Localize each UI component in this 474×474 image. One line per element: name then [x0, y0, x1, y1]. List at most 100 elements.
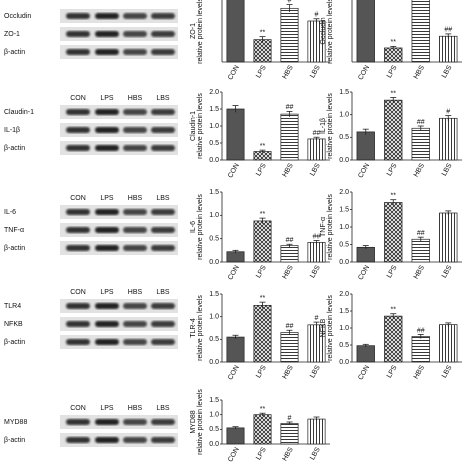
blot-band — [95, 49, 119, 55]
blot-band — [66, 339, 90, 345]
blot-band — [123, 109, 147, 115]
x-tick-label: HBS — [413, 264, 426, 280]
bar — [307, 242, 326, 263]
bar — [226, 251, 245, 263]
y-tick-label: 0.5 — [339, 134, 349, 141]
x-tick-label: LBS — [441, 64, 454, 79]
y-axis-label: relative protein levels — [197, 389, 204, 455]
y-axis-label: Claudin-1 — [190, 111, 197, 141]
blot-header: LBS — [156, 195, 170, 202]
blot-band — [151, 127, 175, 133]
y-tick-label: 0.0 — [209, 441, 219, 448]
y-tick-label: 0.0 — [339, 359, 349, 366]
blot-band — [123, 145, 147, 151]
blot-header: HBS — [128, 405, 143, 412]
significance: ## — [417, 327, 425, 334]
blot-header: LPS — [100, 405, 114, 412]
blot-band — [151, 145, 175, 151]
blot-label: β-actin — [4, 437, 25, 444]
significance: ** — [260, 143, 266, 150]
bar — [356, 0, 375, 63]
y-axis-label: relative protein levels — [197, 295, 204, 361]
significance: ## — [286, 104, 294, 111]
blot-band — [66, 13, 90, 19]
y-tick-label: 0.0 — [339, 157, 349, 164]
y-axis-label: relative protein levels — [197, 93, 204, 159]
significance: ## — [417, 230, 425, 237]
blot-label: IL-1β — [4, 127, 20, 134]
y-tick-label: 1.5 — [209, 106, 219, 113]
bar — [384, 315, 403, 363]
x-tick-label: CON — [357, 162, 371, 179]
blot-band — [95, 245, 119, 251]
y-axis-label: IL-6 — [190, 221, 197, 233]
significance: ** — [260, 211, 266, 218]
x-tick-label: CON — [357, 264, 371, 281]
bar — [307, 138, 326, 161]
y-tick-label: 1.0 — [339, 112, 349, 119]
blot-band — [66, 49, 90, 55]
bar — [280, 332, 299, 363]
blot-band — [95, 303, 119, 309]
blot-band — [123, 245, 147, 251]
x-tick-label: LBS — [441, 264, 454, 279]
blot-band — [66, 245, 90, 251]
x-tick-label: HBS — [282, 64, 295, 80]
blot-band — [123, 227, 147, 233]
y-tick-label: 2.0 — [209, 89, 219, 96]
y-tick-label: 1.0 — [339, 224, 349, 231]
y-tick-label: 1.0 — [209, 314, 219, 321]
bar — [253, 304, 272, 363]
x-tick-label: LPS — [255, 364, 268, 379]
y-tick-label: 2.0 — [339, 291, 349, 298]
blot-label: β-actin — [4, 339, 25, 346]
blot-band — [95, 209, 119, 215]
x-tick-label: CON — [227, 264, 241, 281]
bar — [280, 7, 299, 63]
blot-band — [66, 437, 90, 443]
y-tick-label: 0.0 — [209, 359, 219, 366]
blot-header: CON — [70, 289, 86, 296]
significance: ** — [260, 406, 266, 413]
significance: ## — [286, 323, 294, 330]
y-tick-label: 1.0 — [209, 412, 219, 419]
blot-label: Occludin — [4, 13, 31, 20]
bar — [356, 246, 375, 263]
x-tick-label: LPS — [255, 264, 268, 279]
y-tick-label: 0.5 — [209, 236, 219, 243]
x-tick-label: CON — [227, 64, 241, 81]
significance: ## — [417, 119, 425, 126]
bar — [384, 47, 403, 63]
x-tick-label: LPS — [255, 162, 268, 177]
y-axis-label: MYD88 — [190, 410, 197, 433]
y-tick-label: 0.5 — [209, 426, 219, 433]
significance: ## — [313, 130, 321, 137]
bar — [280, 113, 299, 161]
blot-band — [151, 31, 175, 37]
blot-band — [123, 49, 147, 55]
significance: ## — [313, 233, 321, 240]
bar — [384, 202, 403, 263]
x-tick-label: HBS — [413, 364, 426, 380]
blot-label: NFKB — [4, 321, 23, 328]
bar — [384, 99, 403, 161]
blot-band — [123, 437, 147, 443]
blot-band — [95, 109, 119, 115]
bar — [411, 238, 430, 263]
blot-band — [66, 227, 90, 233]
blot-band — [151, 419, 175, 425]
blot-band — [95, 145, 119, 151]
blot-band — [66, 303, 90, 309]
x-tick-label: LPS — [255, 64, 268, 79]
blot-label: ZO-1 — [4, 31, 20, 38]
blot-band — [151, 49, 175, 55]
y-tick-label: 1.5 — [209, 397, 219, 404]
blot-label: β-actin — [4, 145, 25, 152]
blot-band — [66, 419, 90, 425]
y-tick-label: 1.5 — [209, 189, 219, 196]
blot-band — [66, 31, 90, 37]
x-tick-label: CON — [227, 364, 241, 381]
y-axis-label: TNF-α — [320, 217, 327, 237]
significance: ** — [391, 307, 397, 314]
